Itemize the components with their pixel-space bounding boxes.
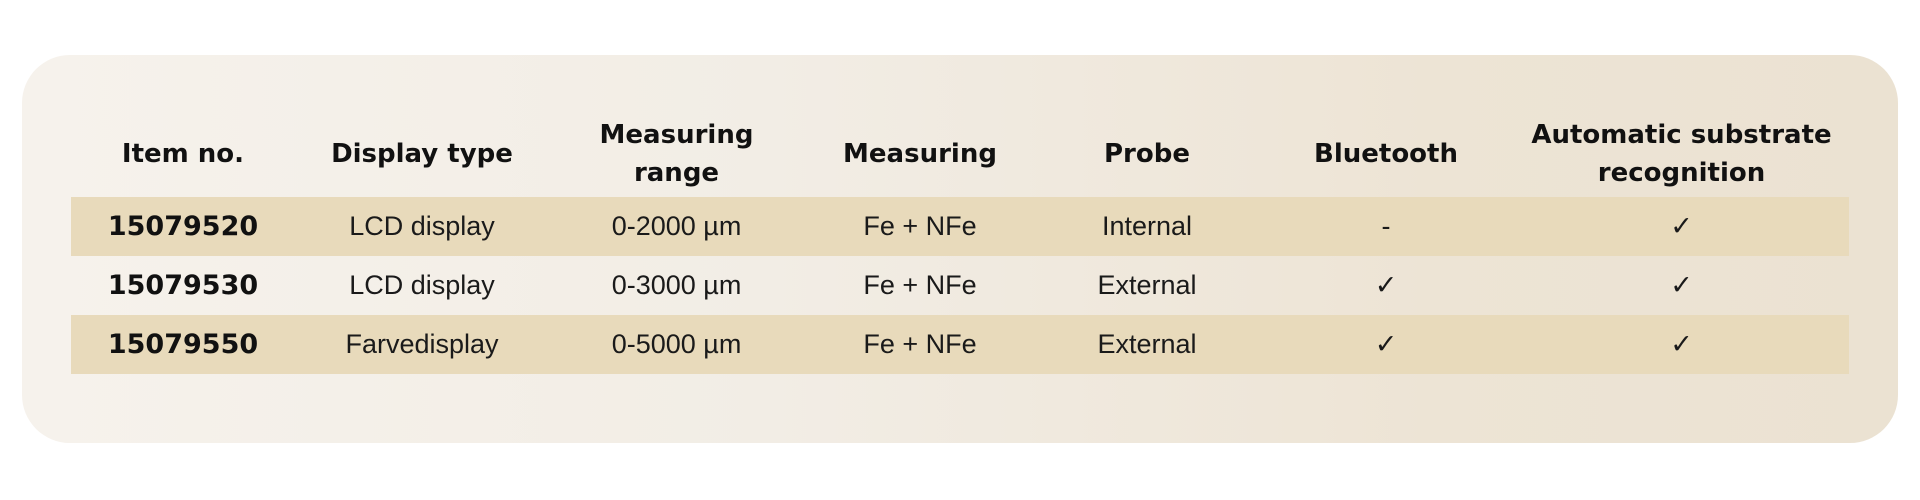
header-cell: Automatic substrate recognition bbox=[1531, 119, 1832, 188]
cell: ✓ bbox=[1670, 329, 1693, 359]
table-row: 15079520 LCD display 0-2000 µm Fe + NFe Inte… bbox=[71, 197, 1849, 256]
cell: Internal bbox=[1101, 211, 1193, 241]
cell: Fe + NFe bbox=[863, 270, 977, 300]
cell: ✓ bbox=[1374, 270, 1398, 300]
cell: Fe + NFe bbox=[863, 329, 977, 359]
cell: 0-5000 µm bbox=[611, 329, 742, 359]
cell: LCD display bbox=[349, 211, 495, 241]
table-body: 15079520 LCD display 0-2000 µm Fe + NFe Inte… bbox=[71, 197, 1849, 374]
cell: ✓ bbox=[1670, 270, 1693, 300]
header-cell: Bluetooth bbox=[1314, 138, 1458, 169]
cell: LCD display bbox=[349, 270, 495, 300]
card bbox=[22, 55, 1898, 443]
table-row: 15079550 Farvedisplay 0-5000 µm Fe + NFe Ext… bbox=[71, 315, 1849, 374]
cell: External bbox=[1097, 329, 1197, 359]
cell: External bbox=[1097, 270, 1197, 300]
item-number: 15079550 bbox=[107, 329, 259, 360]
table-row: 15079530 LCD display 0-3000 µm Fe + NFe Exte… bbox=[71, 256, 1849, 315]
cell: ✓ bbox=[1670, 211, 1693, 241]
cell: Fe + NFe bbox=[863, 211, 977, 241]
cell: Farvedisplay bbox=[345, 329, 499, 359]
header-cell: Probe bbox=[1104, 138, 1190, 169]
cell: ✓ bbox=[1374, 329, 1398, 359]
item-number: 15079520 bbox=[107, 211, 259, 242]
header-cell: Display type bbox=[331, 138, 513, 169]
cell: - bbox=[1381, 211, 1391, 241]
cell: 0-2000 µm bbox=[611, 211, 742, 241]
cell: 0-3000 µm bbox=[611, 270, 742, 300]
header-cell: Measuring bbox=[843, 138, 997, 169]
item-number: 15079530 bbox=[107, 270, 259, 301]
header-row: Item no. Display type Measuring range Measu… bbox=[71, 110, 1849, 197]
header-cell: Measuring range bbox=[599, 119, 754, 188]
header-cell: Item no. bbox=[121, 138, 245, 169]
table-header: Item no. Display type Measuring range Measu… bbox=[71, 110, 1849, 197]
spec-table: Item no. Display type Measuring range Measu… bbox=[71, 110, 1849, 374]
